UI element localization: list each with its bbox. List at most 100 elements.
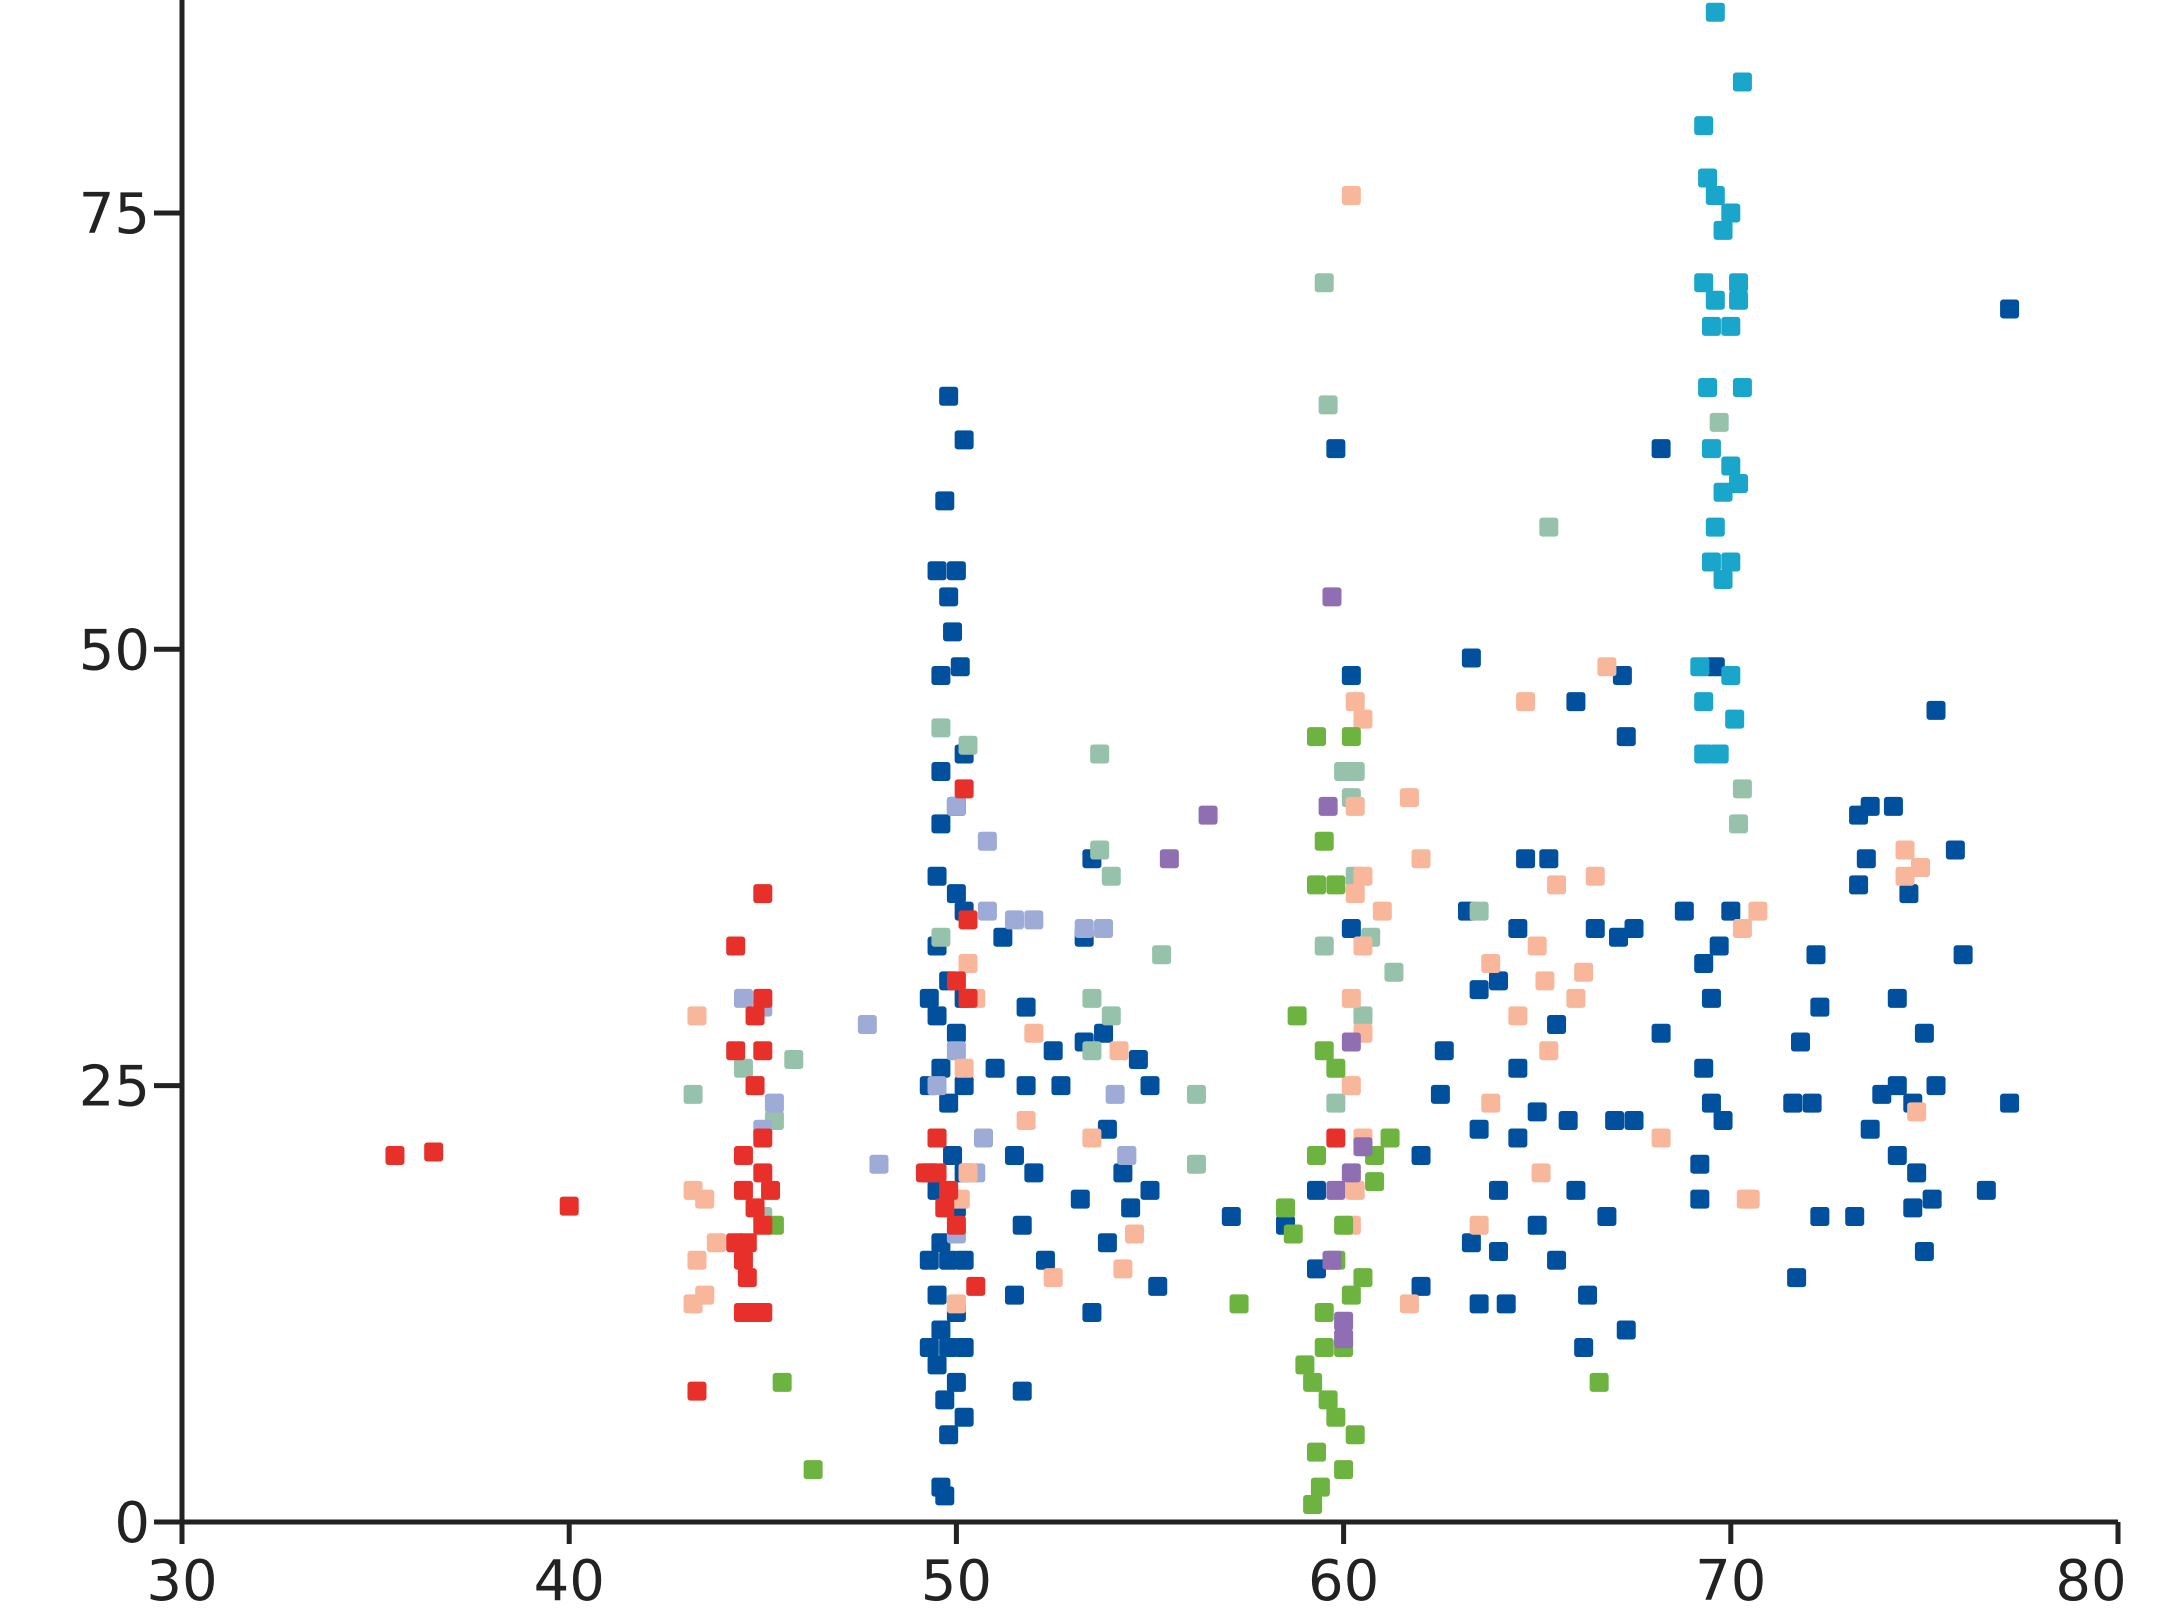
point [946, 1041, 966, 1061]
point [1783, 1093, 1803, 1113]
point [1469, 1294, 1489, 1314]
point [1090, 840, 1110, 860]
point [939, 587, 959, 607]
point [954, 1250, 974, 1270]
point [931, 927, 951, 947]
point [1372, 901, 1392, 921]
point [1694, 273, 1714, 293]
point [1926, 1076, 1946, 1096]
point [1322, 587, 1342, 607]
x-tick-label: 30 [146, 1549, 217, 1614]
point [1043, 1041, 1063, 1061]
point [946, 884, 966, 904]
point [1097, 1233, 1117, 1253]
point [1496, 1294, 1516, 1314]
point [946, 1023, 966, 1043]
y-tick-label: 50 [79, 618, 150, 683]
point [1303, 1372, 1323, 1392]
point [1849, 875, 1869, 895]
point [1585, 919, 1605, 939]
point [1399, 1294, 1419, 1314]
point [954, 1058, 974, 1078]
point [1461, 648, 1481, 668]
point [1574, 962, 1594, 982]
point [1508, 1006, 1528, 1026]
point [1043, 1268, 1063, 1288]
point [1094, 919, 1114, 939]
point [966, 1276, 986, 1296]
point [1016, 1111, 1036, 1131]
point [1334, 1329, 1354, 1349]
point [1314, 1041, 1334, 1061]
point [1721, 552, 1741, 572]
point [1705, 517, 1725, 537]
point [1945, 840, 1965, 860]
point [1488, 1180, 1508, 1200]
point [1976, 1180, 1996, 1200]
point [1721, 316, 1741, 336]
point [993, 927, 1013, 947]
point [1012, 1381, 1032, 1401]
point [1713, 569, 1733, 589]
point [1186, 1084, 1206, 1104]
point [1578, 1285, 1598, 1305]
point [1609, 927, 1629, 947]
point [1926, 700, 1946, 720]
point [1914, 1023, 1934, 1043]
point [1516, 849, 1536, 869]
point [1113, 1259, 1133, 1279]
point [1701, 316, 1721, 336]
point [1353, 1137, 1373, 1157]
point [1035, 1250, 1055, 1270]
point [1651, 1023, 1671, 1043]
point [772, 1372, 792, 1392]
point [1907, 1163, 1927, 1183]
point [1314, 936, 1334, 956]
point [1709, 744, 1729, 764]
point [1624, 1111, 1644, 1131]
point [1306, 1145, 1326, 1165]
point [1411, 1276, 1431, 1296]
point [733, 1180, 753, 1200]
point [1589, 1372, 1609, 1392]
point [1012, 1215, 1032, 1235]
point [931, 1058, 951, 1078]
point [1318, 796, 1338, 816]
point [1074, 919, 1094, 939]
point [943, 622, 963, 642]
point [1283, 1224, 1303, 1244]
point [958, 953, 978, 973]
point [1705, 290, 1725, 310]
point [950, 657, 970, 677]
point [1612, 665, 1632, 685]
point [1353, 1006, 1373, 1026]
point [1748, 901, 1768, 921]
point [1353, 936, 1373, 956]
point [1345, 692, 1365, 712]
point [1547, 1250, 1567, 1270]
point [1922, 1189, 1942, 1209]
point [1314, 1303, 1334, 1323]
point [1729, 473, 1749, 493]
point [1690, 1189, 1710, 1209]
point [1125, 1224, 1145, 1244]
point [1539, 1041, 1559, 1061]
point [1729, 290, 1749, 310]
point [1558, 1111, 1578, 1131]
point [946, 796, 966, 816]
point [1384, 962, 1404, 982]
point [1082, 988, 1102, 1008]
point [1539, 849, 1559, 869]
point [954, 1076, 974, 1096]
point [1527, 936, 1547, 956]
point [927, 1285, 947, 1305]
point [1713, 220, 1733, 240]
point [1887, 1145, 1907, 1165]
point [1295, 1355, 1315, 1375]
point [687, 1006, 707, 1026]
point [1148, 1276, 1168, 1296]
point [946, 561, 966, 581]
point [1527, 1215, 1547, 1235]
point [977, 901, 997, 921]
point [753, 1128, 773, 1148]
